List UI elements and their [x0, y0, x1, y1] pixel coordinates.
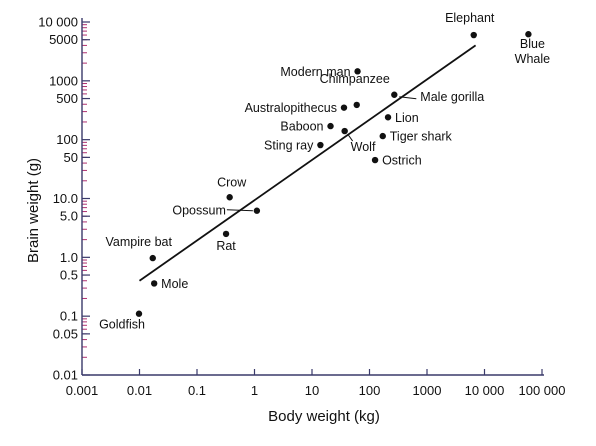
point-label: Blue Whale: [515, 37, 550, 66]
data-point: [317, 141, 324, 149]
y-tick-label: 0.1: [60, 309, 78, 324]
leader-lines: [226, 96, 417, 212]
data-point: [379, 132, 386, 140]
y-axis-title: Brain weight (g): [25, 158, 42, 263]
point-label: Rat: [216, 239, 236, 253]
data-point: [149, 254, 156, 262]
data-point: [354, 68, 361, 75]
data-point: [135, 310, 143, 317]
point-label: Baboon: [280, 120, 323, 134]
data-point: [353, 101, 360, 109]
y-tick-label: 5.0: [60, 209, 78, 224]
point-label: Modern man: [280, 65, 350, 79]
data-point: [327, 122, 334, 130]
point-label: Chimpanzee: [320, 72, 390, 86]
y-tick-label: 0.05: [53, 326, 78, 341]
data-point: [391, 91, 398, 98]
point-label: Crow: [217, 175, 247, 189]
point-label: Ostrich: [382, 154, 422, 168]
data-points: [135, 31, 532, 317]
data-point: [253, 207, 261, 214]
data-point: [384, 114, 392, 121]
y-axis-ticks: 0.01 0.05 0.1 0.5 1.0 5.0 10.0 50 100 500 1000 5000…: [38, 15, 90, 383]
x-tick-label: 0.01: [127, 383, 152, 398]
y-tick-label: 10 000: [38, 15, 78, 30]
data-point: [226, 194, 233, 201]
point-label: Sting ray: [264, 139, 314, 153]
y-tick-label: 500: [56, 91, 78, 106]
x-axis-title: Body weight (kg): [268, 408, 380, 425]
x-tick-label: 0.001: [66, 383, 99, 398]
y-tick-label: 0.5: [60, 268, 78, 283]
x-axis-ticks: 0.001 0.01 0.1 1 10 100 1000 10 000 100 000: [66, 369, 566, 398]
data-point: [340, 104, 348, 111]
point-label: Male gorilla: [420, 90, 484, 104]
data-point: [341, 127, 348, 135]
y-tick-label: 1.0: [60, 250, 78, 265]
point-label: Vampire bat: [106, 235, 173, 249]
x-tick-label: 100: [359, 383, 381, 398]
point-label: Lion: [395, 111, 419, 125]
y-tick-label: 100: [56, 132, 78, 147]
data-point: [222, 230, 230, 238]
x-tick-label: 100 000: [519, 383, 566, 398]
y-tick-label: 0.01: [53, 368, 78, 383]
point-label: Opossum: [172, 204, 226, 218]
leader-line: [226, 209, 253, 212]
data-point: [470, 31, 477, 39]
y-tick-label: 50: [64, 150, 78, 165]
point-label: Tiger shark: [390, 130, 453, 144]
y-tick-label: 1000: [49, 73, 78, 88]
minor-ticks: [82, 24, 87, 358]
trend-line: [138, 44, 477, 282]
data-point: [150, 280, 158, 287]
x-tick-label: 1: [251, 383, 258, 398]
x-tick-label: 10: [305, 383, 319, 398]
data-point: [525, 31, 532, 38]
point-label: Mole: [161, 277, 188, 291]
x-tick-label: 10 000: [465, 383, 505, 398]
leader-line: [347, 133, 354, 142]
x-tick-label: 0.1: [188, 383, 206, 398]
y-tick-label: 5000: [49, 32, 78, 47]
point-label: Goldfish: [99, 318, 145, 332]
point-label: Elephant: [445, 11, 495, 25]
point-label: Australopithecus: [245, 101, 337, 115]
data-point: [371, 156, 379, 164]
point-label: Wolf: [351, 140, 376, 154]
y-tick-label: 10.0: [53, 191, 78, 206]
x-tick-label: 1000: [413, 383, 442, 398]
leader-line: [399, 96, 417, 100]
